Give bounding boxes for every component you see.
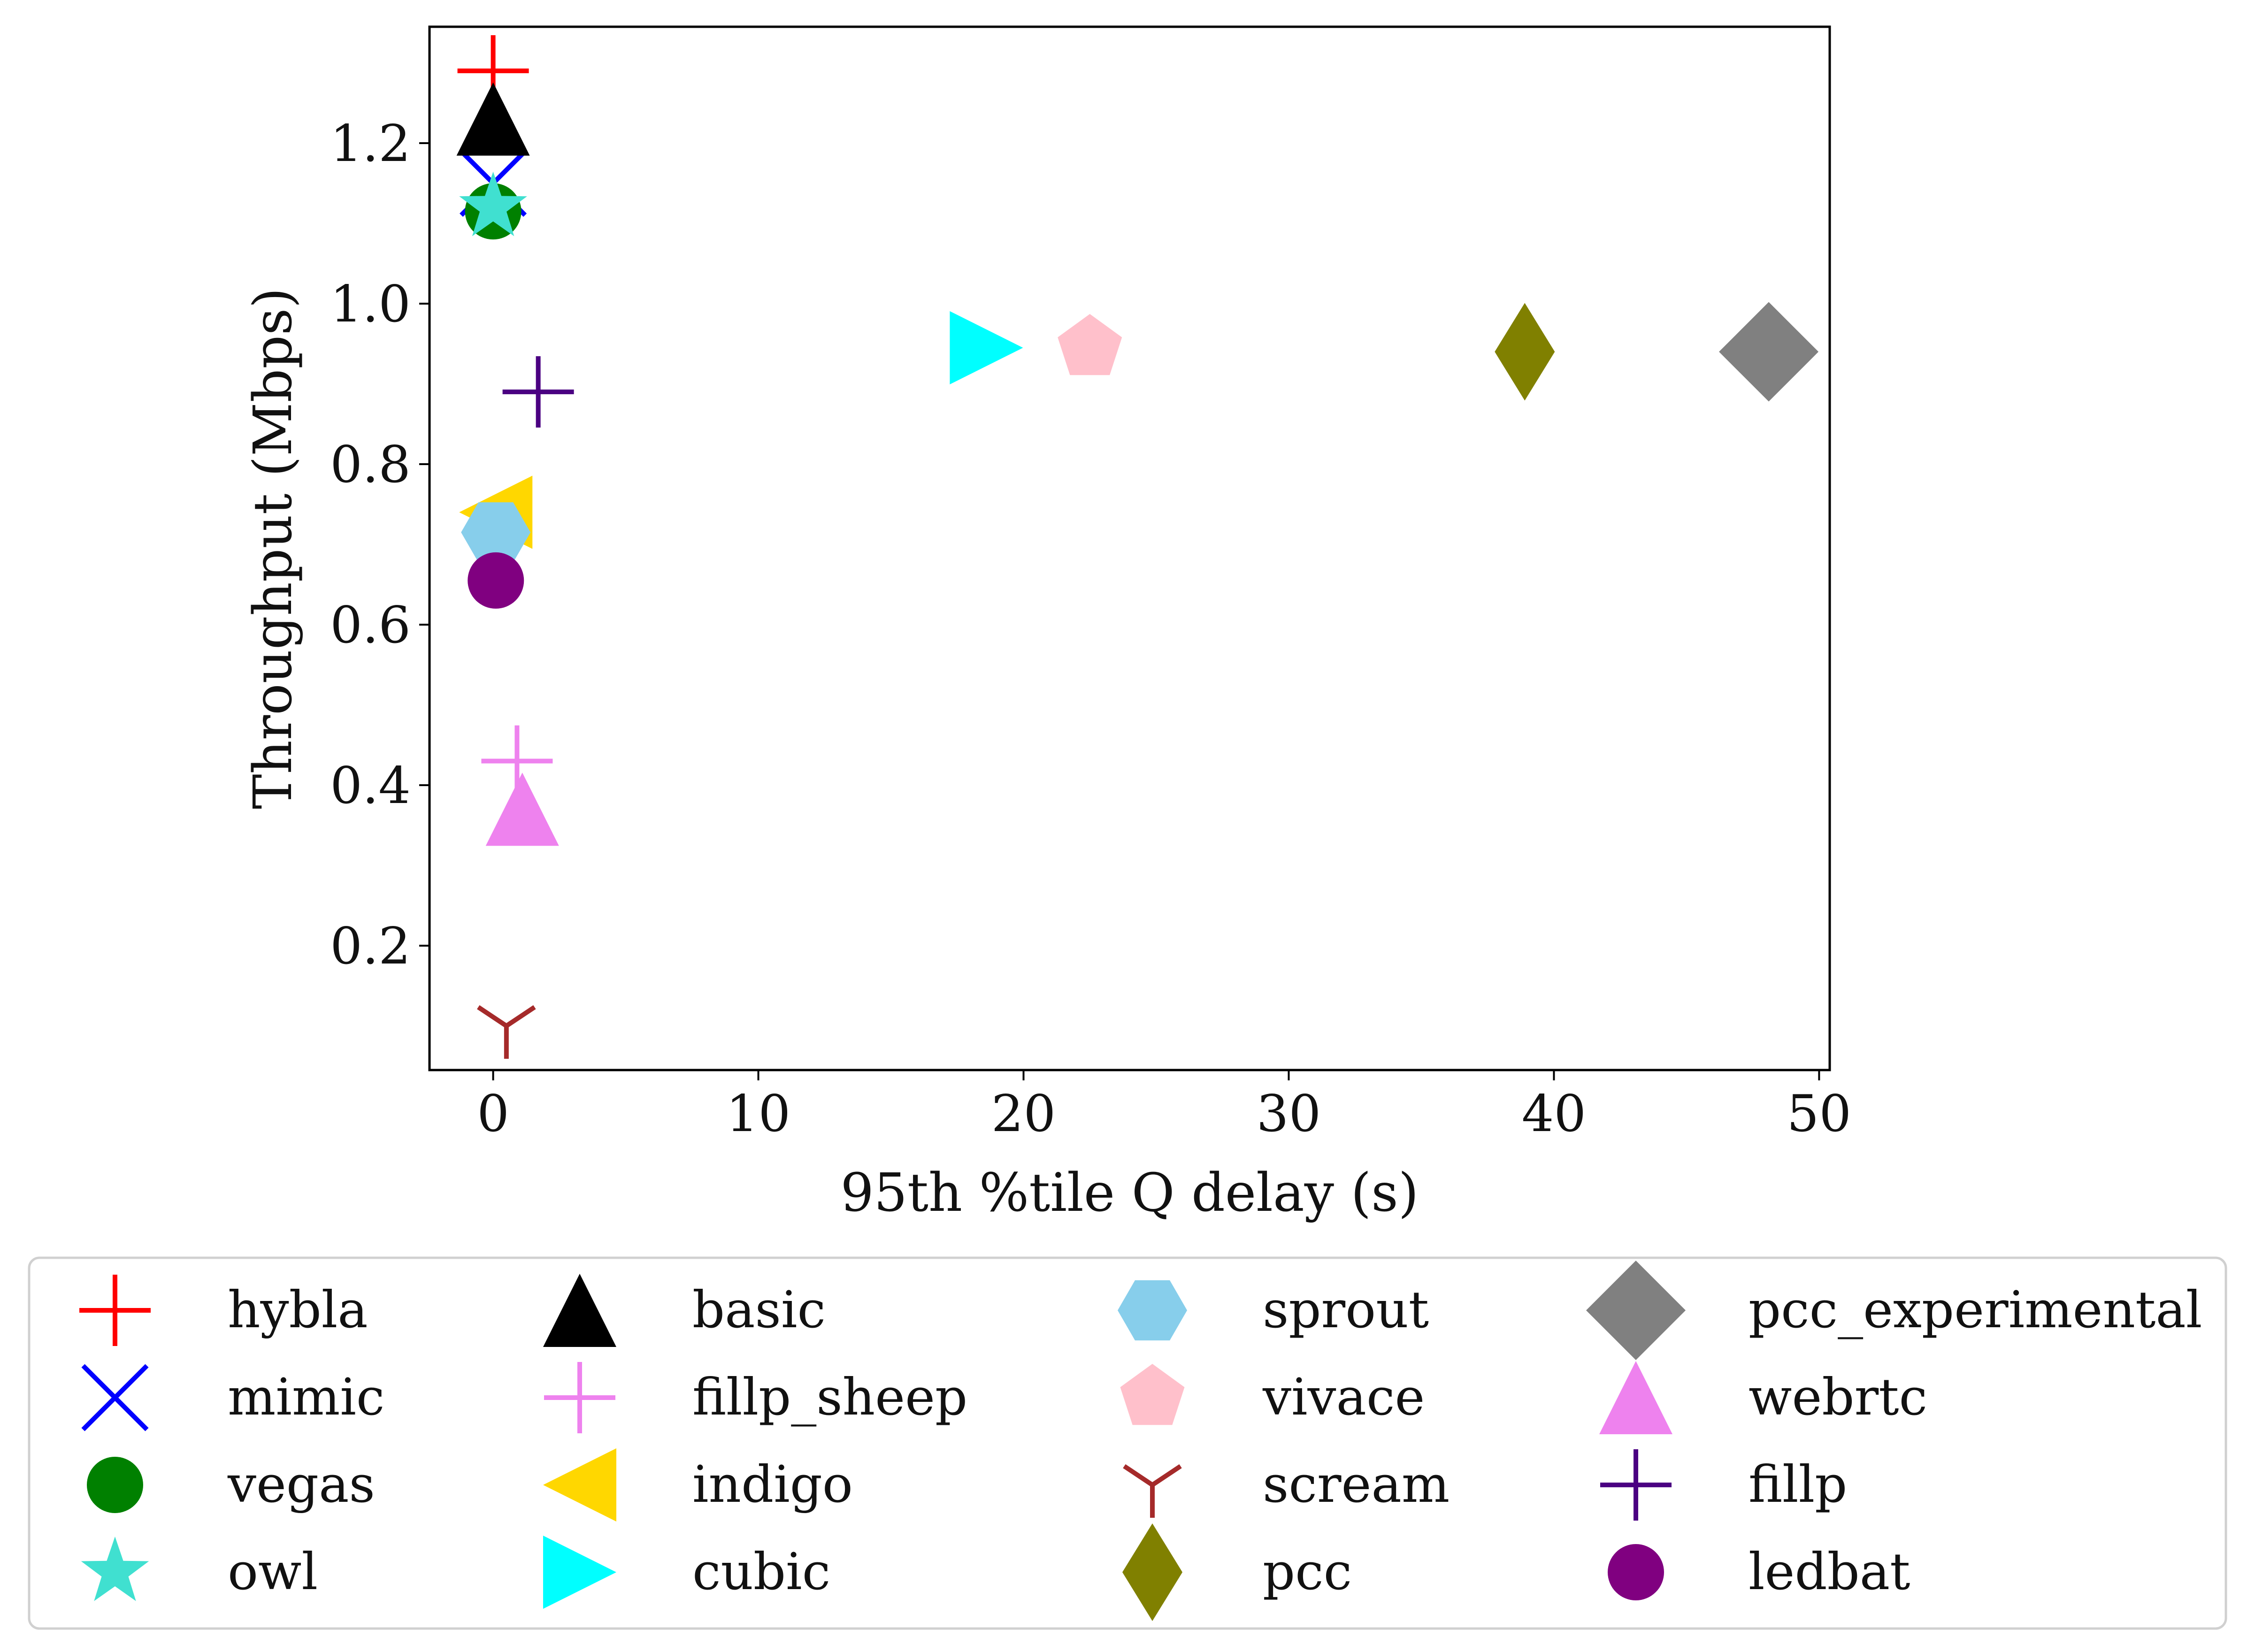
point-webrtc <box>485 772 559 846</box>
legend-label-scream: scream <box>1263 1455 1450 1514</box>
plot-frame <box>428 25 1831 1071</box>
point-basic <box>456 82 530 156</box>
legend-item-hybla: hybla <box>79 1275 368 1346</box>
legend-item-sprout: sprout <box>1118 1280 1429 1341</box>
legend-marker-pcc_experimental <box>1586 1261 1686 1360</box>
legend-label-fillp: fillp <box>1749 1455 1847 1514</box>
legend-label-fillp_sheep: fillp_sheep <box>692 1368 967 1427</box>
legend-item-basic: basic <box>543 1274 826 1347</box>
legend-item-webrtc: webrtc <box>1599 1361 1927 1434</box>
legend-marker-fillp <box>1600 1449 1672 1521</box>
legend-label-ledbat: ledbat <box>1749 1543 1910 1601</box>
x-tick-label: 20 <box>991 1085 1056 1143</box>
legend-label-cubic: cubic <box>692 1543 830 1601</box>
y-tick-label: 0.6 <box>330 596 411 655</box>
x-tick-label: 30 <box>1257 1085 1321 1143</box>
legend-item-cubic: cubic <box>543 1536 830 1609</box>
x-tick-label: 50 <box>1787 1085 1851 1143</box>
legend-label-pcc: pcc <box>1263 1543 1352 1601</box>
legend-label-basic: basic <box>692 1281 826 1339</box>
legend-label-owl: owl <box>228 1543 318 1601</box>
point-cubic <box>950 311 1023 384</box>
legend-item-owl: owl <box>81 1537 318 1601</box>
legend-item-fillp_sheep: fillp_sheep <box>544 1362 967 1433</box>
y-tick-label: 0.2 <box>330 917 411 976</box>
x-tick-label: 0 <box>477 1085 509 1143</box>
legend-marker-owl <box>81 1537 149 1601</box>
y-tick-label: 0.4 <box>330 757 411 815</box>
legend-label-mimic: mimic <box>228 1368 384 1427</box>
legend-marker-vegas <box>87 1457 143 1513</box>
legend-label-webrtc: webrtc <box>1749 1368 1927 1427</box>
legend-marker-mimic <box>81 1364 149 1431</box>
legend-label-hybla: hybla <box>228 1281 368 1339</box>
legend-marker-fillp_sheep <box>544 1362 615 1433</box>
point-fillp <box>502 356 574 428</box>
legend-item-pcc_experimental: pcc_experimental <box>1586 1261 2202 1360</box>
point-vivace <box>1058 314 1122 375</box>
legend-item-pcc: pcc <box>1122 1523 1352 1621</box>
legend-marker-scream <box>1123 1464 1182 1518</box>
x-tick-label: 10 <box>726 1085 790 1143</box>
legend-label-vivace: vivace <box>1262 1368 1425 1427</box>
legend: hybla mimic vegas owl basic fillp_sheepindigo… <box>28 1256 2227 1630</box>
legend-marker-hybla <box>79 1275 151 1346</box>
legend-item-mimic: mimic <box>81 1364 384 1431</box>
x-axis-label: 95th %tile Q delay (s) <box>841 1163 1419 1224</box>
legend-label-pcc_experimental: pcc_experimental <box>1749 1281 2202 1339</box>
legend-marker-vivace <box>1120 1364 1185 1425</box>
point-pcc_experimental <box>1719 302 1819 402</box>
legend-marker-ledbat <box>1608 1544 1664 1600</box>
point-pcc <box>1495 303 1555 401</box>
legend-label-vegas: vegas <box>227 1455 375 1514</box>
legend-marker-cubic <box>543 1536 616 1609</box>
legend-item-vivace: vivace <box>1120 1364 1425 1427</box>
x-tick-label: 40 <box>1522 1085 1586 1143</box>
legend-label-indigo: indigo <box>692 1455 853 1514</box>
plot-area <box>456 35 1819 1059</box>
legend-marker-sprout <box>1118 1280 1187 1341</box>
point-owl <box>459 171 527 237</box>
legend-item-scream: scream <box>1123 1455 1450 1518</box>
y-tick-label: 1.2 <box>330 115 411 173</box>
legend-item-indigo: indigo <box>543 1448 853 1522</box>
y-axis-label: Throughput (Mbps) <box>243 288 304 809</box>
legend-frame <box>28 1256 2227 1630</box>
point-scream <box>477 1005 536 1059</box>
legend-marker-webrtc <box>1599 1361 1672 1434</box>
axes: 0 10 20 30 40 50 0.2 0.4 0.6 0.8 1.0 1.2 95th %tile … <box>243 25 1851 1224</box>
legend-item-fillp: fillp <box>1600 1449 1847 1521</box>
point-ledbat <box>468 552 524 609</box>
legend-item-ledbat: ledbat <box>1608 1543 1910 1601</box>
y-tick-label: 1.0 <box>330 275 411 334</box>
legend-label-sprout: sprout <box>1263 1281 1429 1339</box>
legend-item-vegas: vegas <box>87 1455 375 1514</box>
legend-marker-basic <box>543 1274 616 1347</box>
y-tick-label: 0.8 <box>330 436 411 494</box>
point-sprout <box>461 502 531 563</box>
legend-marker-indigo <box>543 1448 616 1522</box>
legend-marker-pcc <box>1122 1523 1182 1621</box>
